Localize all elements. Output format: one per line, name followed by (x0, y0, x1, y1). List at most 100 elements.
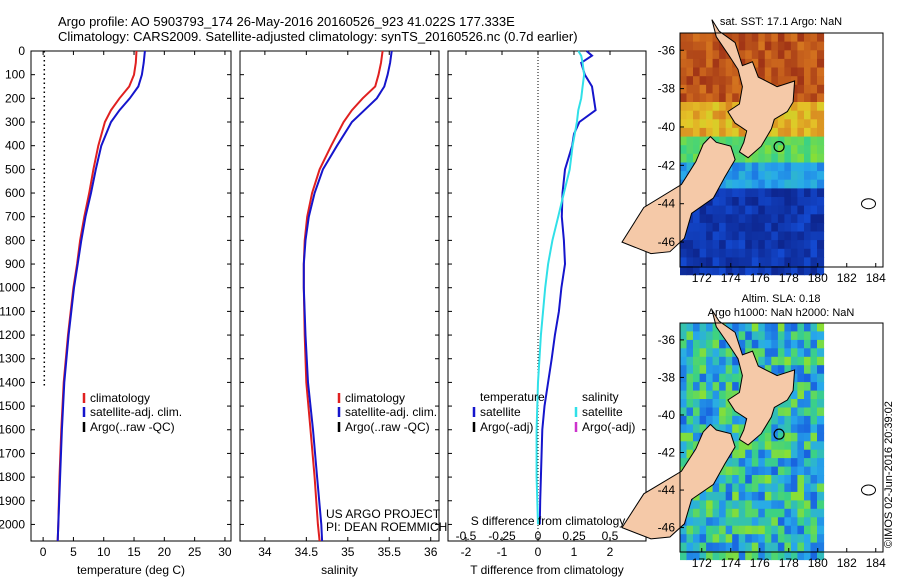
pi-annotation: PI: DEAN ROEMMICH (326, 520, 447, 534)
sla-map-data-cell (764, 551, 772, 561)
sla-map-data-cell (686, 399, 694, 408)
sst-map-data-cell (810, 171, 818, 181)
sla-map-data-cell (732, 373, 740, 383)
sst-map-data-cell (706, 266, 714, 276)
sst-map-data-cell (699, 93, 707, 103)
sst-map-data-cell (712, 119, 720, 129)
sla-map-data-cell (777, 500, 785, 510)
sla-map-data-cell (693, 356, 701, 366)
sla-map-data-cell (680, 382, 688, 392)
sla-map-data-cell (790, 348, 798, 358)
sst-map-data-cell (712, 127, 720, 138)
temperature-ytick-label: 1800 (0, 470, 25, 484)
sst-map-data-cell (777, 145, 785, 155)
sst-map-data-cell (738, 205, 746, 215)
sla-map-data-cell (790, 491, 798, 501)
sst-map-data-cell (686, 93, 694, 103)
sla-map-data-cell (797, 466, 805, 476)
sst-map-data-cell (693, 136, 701, 146)
sla-map-data-cell (790, 356, 798, 366)
sst-map-data-cell (738, 33, 746, 43)
sst-map-frame (679, 32, 884, 268)
sst-map-data-cell (706, 76, 714, 86)
sla-map-data-cell (817, 356, 825, 366)
temperature-series-climatology (56, 50, 138, 542)
sst-map-data-cell (764, 240, 772, 250)
sst-map-data-cell (732, 145, 740, 155)
difference-top-xtick-label: 0.25 (562, 529, 586, 543)
sla-map-data-cell (699, 365, 707, 375)
sst-map-data-cell (738, 50, 746, 60)
sst-map-data-cell (686, 41, 694, 51)
sla-map-data-cell (777, 525, 785, 535)
sst-map-data-cell (810, 110, 818, 120)
sla-map-data-cell (738, 466, 746, 476)
sla-map-data-cell (797, 424, 805, 434)
sla-map-data-cell (745, 517, 753, 527)
sla-map-data-cell (797, 458, 805, 468)
sla-map-data-cell (817, 500, 825, 510)
sla-map-data-cell (686, 508, 694, 518)
sla-map-data-cell (797, 373, 805, 383)
sla-map-data-cell (784, 323, 792, 332)
sla-map-data-cell (804, 458, 812, 468)
sla-map-data-cell (725, 551, 733, 561)
sla-map-data-cell (810, 475, 818, 484)
sst-map-data-cell (680, 67, 688, 77)
sla-map-data-cell (790, 415, 798, 425)
sla-map-data-cell (810, 542, 818, 552)
sla-map-data-cell (712, 339, 720, 349)
sla-map-data-cell (699, 356, 707, 366)
sla-map-data-cell (804, 449, 812, 459)
sla-map-data-cell (699, 551, 707, 561)
sst-map-data-cell (784, 58, 792, 69)
sst-map-data-cell (712, 33, 720, 43)
sla-map-data-cell (758, 551, 766, 561)
sla-map-ytick-label: -44 (658, 483, 676, 497)
sst-map-data-cell (777, 67, 785, 77)
sla-map-data-cell (810, 449, 818, 459)
sla-map-data-cell (758, 500, 766, 510)
sst-map-data-cell (790, 136, 798, 146)
sla-map-data-cell (771, 441, 779, 451)
sst-map-data-cell (790, 67, 798, 77)
sst-map-data-cell (817, 136, 825, 146)
sst-map-data-cell (732, 205, 740, 215)
sst-map-data-cell (764, 179, 772, 189)
sst-map-data-cell (771, 205, 779, 215)
sla-map-data-cell (693, 432, 701, 442)
sst-map-data-cell (686, 248, 694, 258)
sla-map-data-cell (738, 339, 746, 349)
sla-map-data-cell (725, 365, 733, 375)
sst-map-data-cell (784, 171, 792, 181)
sst-map-data-cell (804, 110, 812, 120)
sst-map-data-cell (797, 171, 805, 181)
sla-map-data-cell (804, 432, 812, 442)
sla-map-data-cell (712, 348, 720, 358)
sla-map-data-cell (797, 399, 805, 408)
sst-map-data-cell (712, 136, 720, 146)
temperature-ytick-label: 800 (5, 233, 25, 247)
sst-map-data-cell (797, 240, 805, 250)
sst-map-data-cell (719, 119, 727, 129)
sst-map-data-cell (738, 188, 746, 198)
sst-map-data-cell (804, 102, 812, 112)
sla-map-data-cell (732, 441, 740, 451)
sst-map-data-cell (686, 145, 694, 155)
sst-map-data-cell (738, 136, 746, 146)
sst-map-data-cell (797, 84, 805, 94)
sla-map-xtick-label: 180 (808, 556, 828, 570)
sst-map-data-cell (745, 171, 753, 181)
sla-map-data-cell (764, 365, 772, 375)
sst-map-data-cell (712, 50, 720, 60)
sla-map-data-cell (817, 458, 825, 468)
sst-map-xtick-label: 178 (779, 271, 799, 285)
difference-top-axis-label: S difference from climatology (471, 514, 626, 528)
sst-map-data-cell (719, 222, 727, 233)
sst-map-data-cell (725, 84, 733, 94)
sla-map-data-cell (790, 339, 798, 349)
sla-map-data-cell (680, 399, 688, 408)
sst-map-data-cell (745, 266, 753, 276)
sla-map-data-cell (758, 331, 766, 341)
difference-legend-salinity-title: salinity (582, 390, 619, 404)
